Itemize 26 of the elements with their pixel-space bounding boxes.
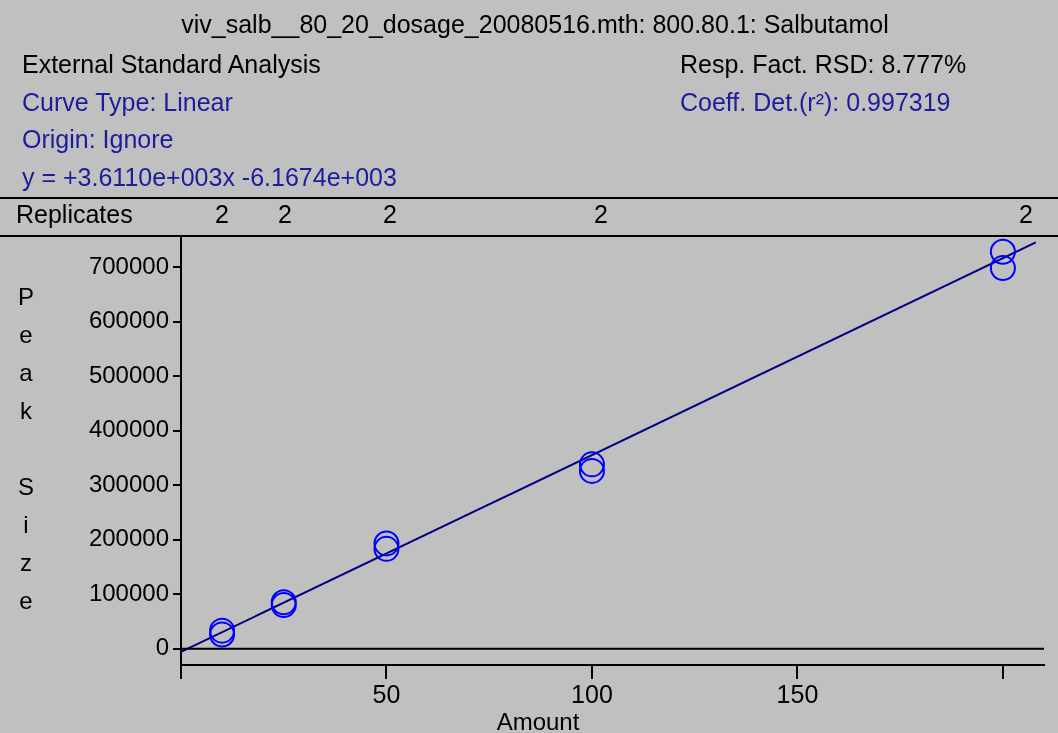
text: Coeff. Det.(r²): 0.997319 — [680, 88, 951, 116]
text: 2 — [215, 200, 229, 228]
x-tick-label: 150 — [776, 679, 819, 708]
y-tick-label: 400000 — [88, 415, 169, 443]
text: 2 — [278, 200, 292, 228]
text: Origin: Ignore — [22, 125, 174, 153]
text: y = +3.6110e+003x -6.1674e+003 — [22, 163, 397, 191]
text: External Standard Analysis — [22, 50, 321, 78]
text: 2 — [383, 200, 397, 228]
y-tick-label: 600000 — [88, 306, 169, 334]
x-axis-title: Amount — [496, 708, 580, 733]
x-tick-label: 100 — [571, 679, 613, 708]
text: Curve Type: Linear — [22, 88, 233, 116]
y-tick-label: 0 — [155, 633, 169, 661]
text: 2 — [594, 200, 608, 228]
y-tick-label: 700000 — [88, 251, 169, 279]
y-tick-label: 500000 — [88, 360, 169, 388]
y-tick-label: 200000 — [88, 524, 169, 552]
text: Peak Size — [17, 282, 35, 614]
x-tick-label: 50 — [372, 679, 401, 708]
chart-title: viv_salb__80_20_dosage_20080516.mth: 800.80.1: Salbutamol — [180, 10, 890, 38]
text: Replicates — [16, 200, 133, 228]
y-tick-label: 100000 — [88, 578, 169, 606]
text: Resp. Fact. RSD: 8.777% — [680, 50, 967, 78]
y-tick-label: 300000 — [88, 469, 169, 497]
text: 2 — [1019, 200, 1033, 228]
